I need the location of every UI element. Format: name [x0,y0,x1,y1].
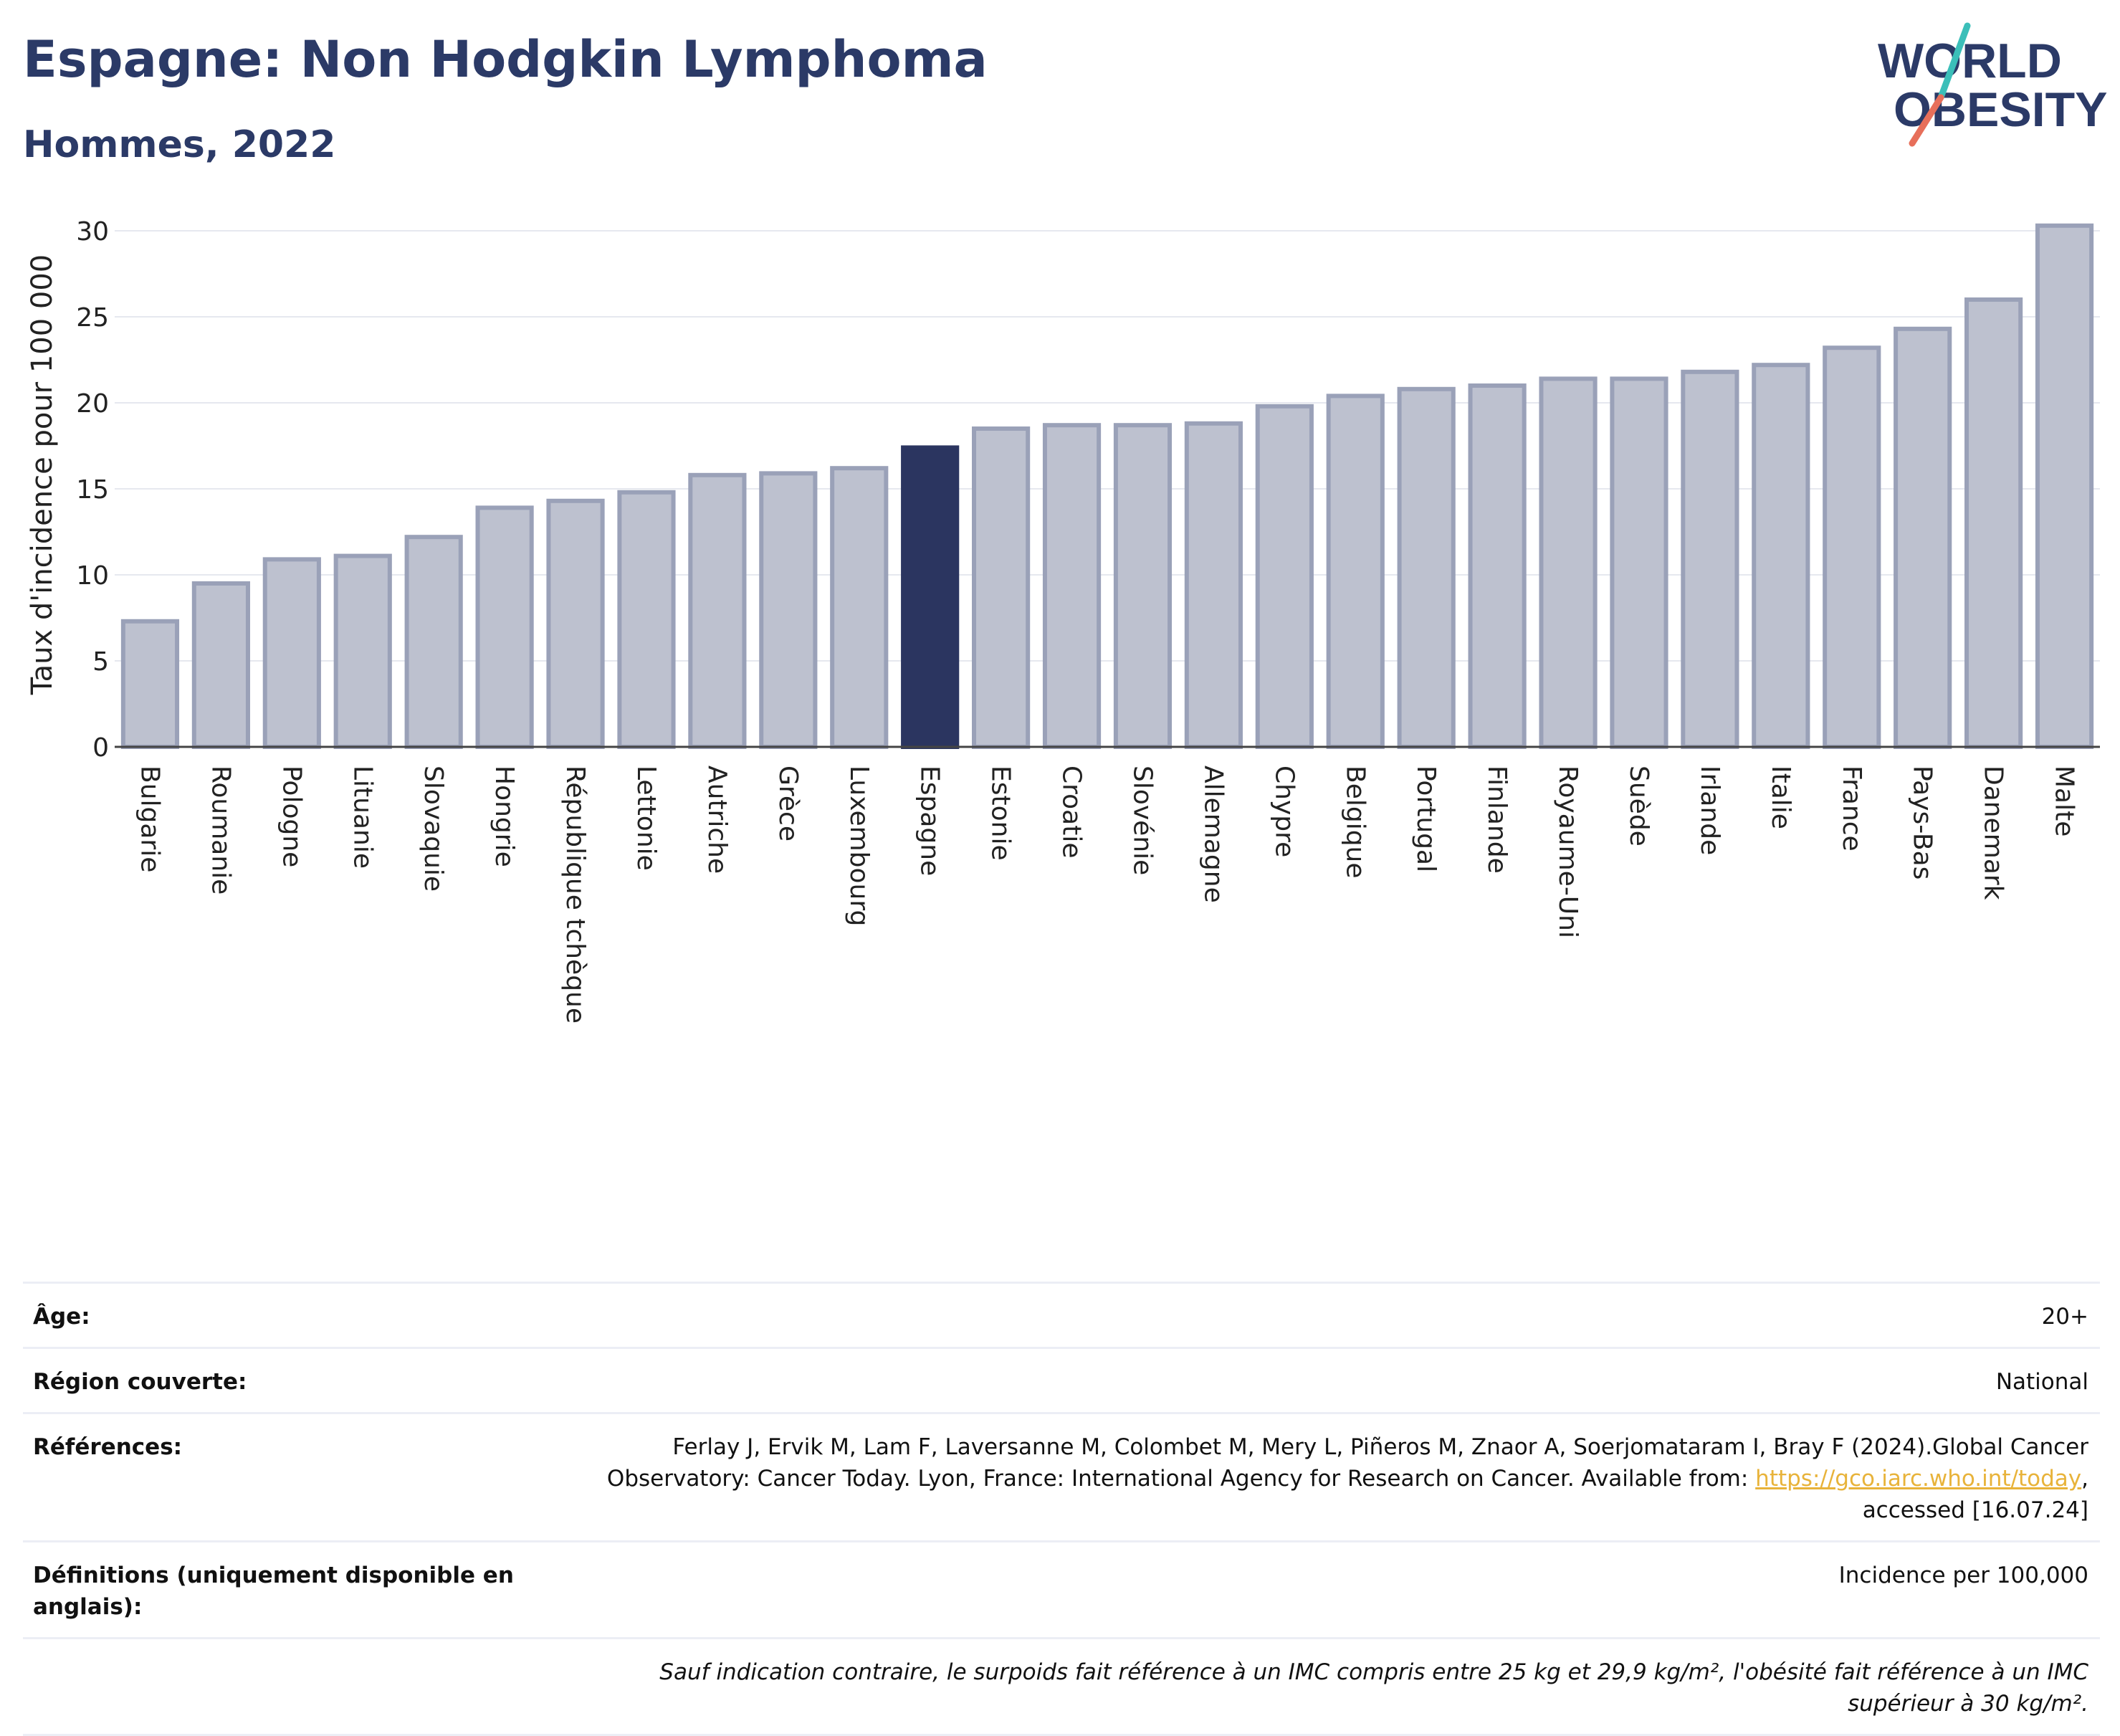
bar-royaume-uni[interactable] [1539,376,1598,749]
references-text-3: , [2081,1466,2088,1492]
bar-hongrie[interactable] [475,505,534,750]
x-tick-label: Slovaquie [419,766,448,892]
y-tick-label: 10 [76,561,109,591]
references-text-2: Observatory: Cancer Today. Lyon, France:… [606,1466,1756,1492]
bar-irlande[interactable] [1681,369,1739,749]
region-value: National [1995,1369,2088,1395]
bar-pologne[interactable] [262,557,321,750]
bar-slovaquie[interactable] [404,535,463,749]
logo-slash-coral [1909,94,1944,147]
x-tick-label: Pays-Bas [1908,766,1937,879]
references-text-4: accessed [16.07.24] [1862,1497,2088,1523]
x-tick-label: Royaume-Uni [1553,766,1582,938]
x-tick-label: Bulgarie [135,766,164,872]
x-tick-label: Danemark [1979,766,2008,900]
y-axis-ticks: 0 5 10 15 20 25 30 [76,217,109,763]
note-row: Sauf indication contraire, le surpoids f… [23,1637,2100,1736]
references-value: Ferlay J, Ervik M, Lam F, Laversanne M, … [607,1431,2088,1526]
bar-roumanie[interactable] [191,581,250,749]
bar-danemark[interactable] [1964,297,2023,749]
x-tick-label: Belgique [1340,766,1370,879]
bar-bulgarie[interactable] [120,619,180,749]
metadata-table: Âge: 20+ Région couverte: National Référ… [23,1282,2100,1736]
references-row: Références: Ferlay J, Ervik M, Lam F, La… [23,1412,2100,1540]
age-row: Âge: 20+ [23,1282,2100,1347]
region-row: Région couverte: National [23,1347,2100,1412]
x-tick-label: Chypre [1269,766,1299,857]
logo-word-obesity: OBESITY [1894,82,2107,137]
x-tick-label: Lituanie [348,766,377,869]
definitions-label: Définitions (uniquement disponible en an… [33,1563,514,1620]
x-tick-label: Lettonie [631,766,661,871]
y-tick-label: 30 [76,217,109,247]
x-axis-labels: Bulgarie Roumanie Pologne Lituanie Slovaquie… [135,766,2078,1024]
chart-subtitle: Hommes, 2022 [23,123,336,166]
x-tick-label: Espagne [915,766,945,876]
bar-lituanie[interactable] [333,553,392,749]
x-tick-label: Suède [1624,766,1653,846]
logo-slash-teal [1937,22,1971,101]
x-tick-label: Slovénie [1127,766,1157,875]
bar-pays-bas[interactable] [1894,326,1952,749]
region-label: Région couverte: [33,1369,247,1395]
world-obesity-logo: WORLD OBESITY [1878,22,2107,147]
bar-chypre[interactable] [1255,404,1314,749]
references-text-1: Ferlay J, Ervik M, Lam F, Laversanne M, … [672,1434,2088,1460]
x-tick-label: Allemagne [1198,766,1228,903]
x-tick-label: Italie [1766,766,1795,829]
references-label: Références: [33,1434,183,1460]
bar-chart: 0 5 10 15 20 25 30 Bulgarie Roumanie Pologne Litu… [26,217,2100,1024]
x-tick-label: France [1837,766,1866,852]
bar-france[interactable] [1823,345,1881,749]
bar-lettonie[interactable] [617,490,676,749]
bars [120,223,2094,750]
logo-word-world: WORLD [1878,34,2062,88]
x-tick-label: Hongrie [490,766,519,867]
bar-république-tchèque[interactable] [546,498,605,749]
y-tick-label: 25 [76,303,109,333]
bar-autriche[interactable] [688,472,747,749]
bar-malte[interactable] [2035,223,2094,749]
x-tick-label: Roumanie [206,766,235,895]
x-tick-label: Finlande [1482,766,1512,874]
bar-finlande[interactable] [1468,383,1527,749]
y-tick-label: 0 [92,733,109,763]
bar-suède[interactable] [1610,376,1668,749]
chart-title: Espagne: Non Hodgkin Lymphoma [23,30,988,89]
age-value: 20+ [2041,1304,2088,1330]
x-tick-label: Croatie [1057,766,1087,859]
x-tick-label: Pologne [277,766,306,867]
bar-espagne[interactable] [901,445,960,750]
x-tick-label: Portugal [1411,766,1441,872]
age-label: Âge: [33,1304,90,1330]
bar-estonie[interactable] [972,426,1031,749]
x-tick-label: Irlande [1695,766,1724,855]
y-tick-label: 5 [92,647,109,677]
footnote: Sauf indication contraire, le surpoids f… [659,1659,2088,1717]
x-tick-label: Autriche [702,766,732,874]
x-tick-label: Malte [2050,766,2079,836]
x-tick-label: République tchèque [560,766,590,1024]
bar-croatie[interactable] [1042,423,1102,749]
bar-portugal[interactable] [1397,386,1456,749]
y-tick-label: 15 [76,475,109,505]
bar-slovénie[interactable] [1113,423,1173,749]
bar-belgique[interactable] [1326,394,1385,750]
references-link[interactable]: https://gco.iarc.who.int/today [1755,1466,2082,1492]
bar-italie[interactable] [1752,363,1810,749]
bar-allemagne[interactable] [1184,421,1243,749]
definitions-value: Incidence per 100,000 [1838,1563,2088,1588]
y-tick-label: 20 [76,389,109,419]
bar-luxembourg[interactable] [830,466,889,749]
bar-grèce[interactable] [759,471,818,750]
definitions-row: Définitions (uniquement disponible en an… [23,1540,2100,1637]
y-axis-label: Taux d'incidence pour 100 000 [26,254,59,695]
x-tick-label: Estonie [986,766,1016,861]
x-tick-label: Grèce [773,766,803,841]
x-tick-label: Luxembourg [844,766,874,926]
